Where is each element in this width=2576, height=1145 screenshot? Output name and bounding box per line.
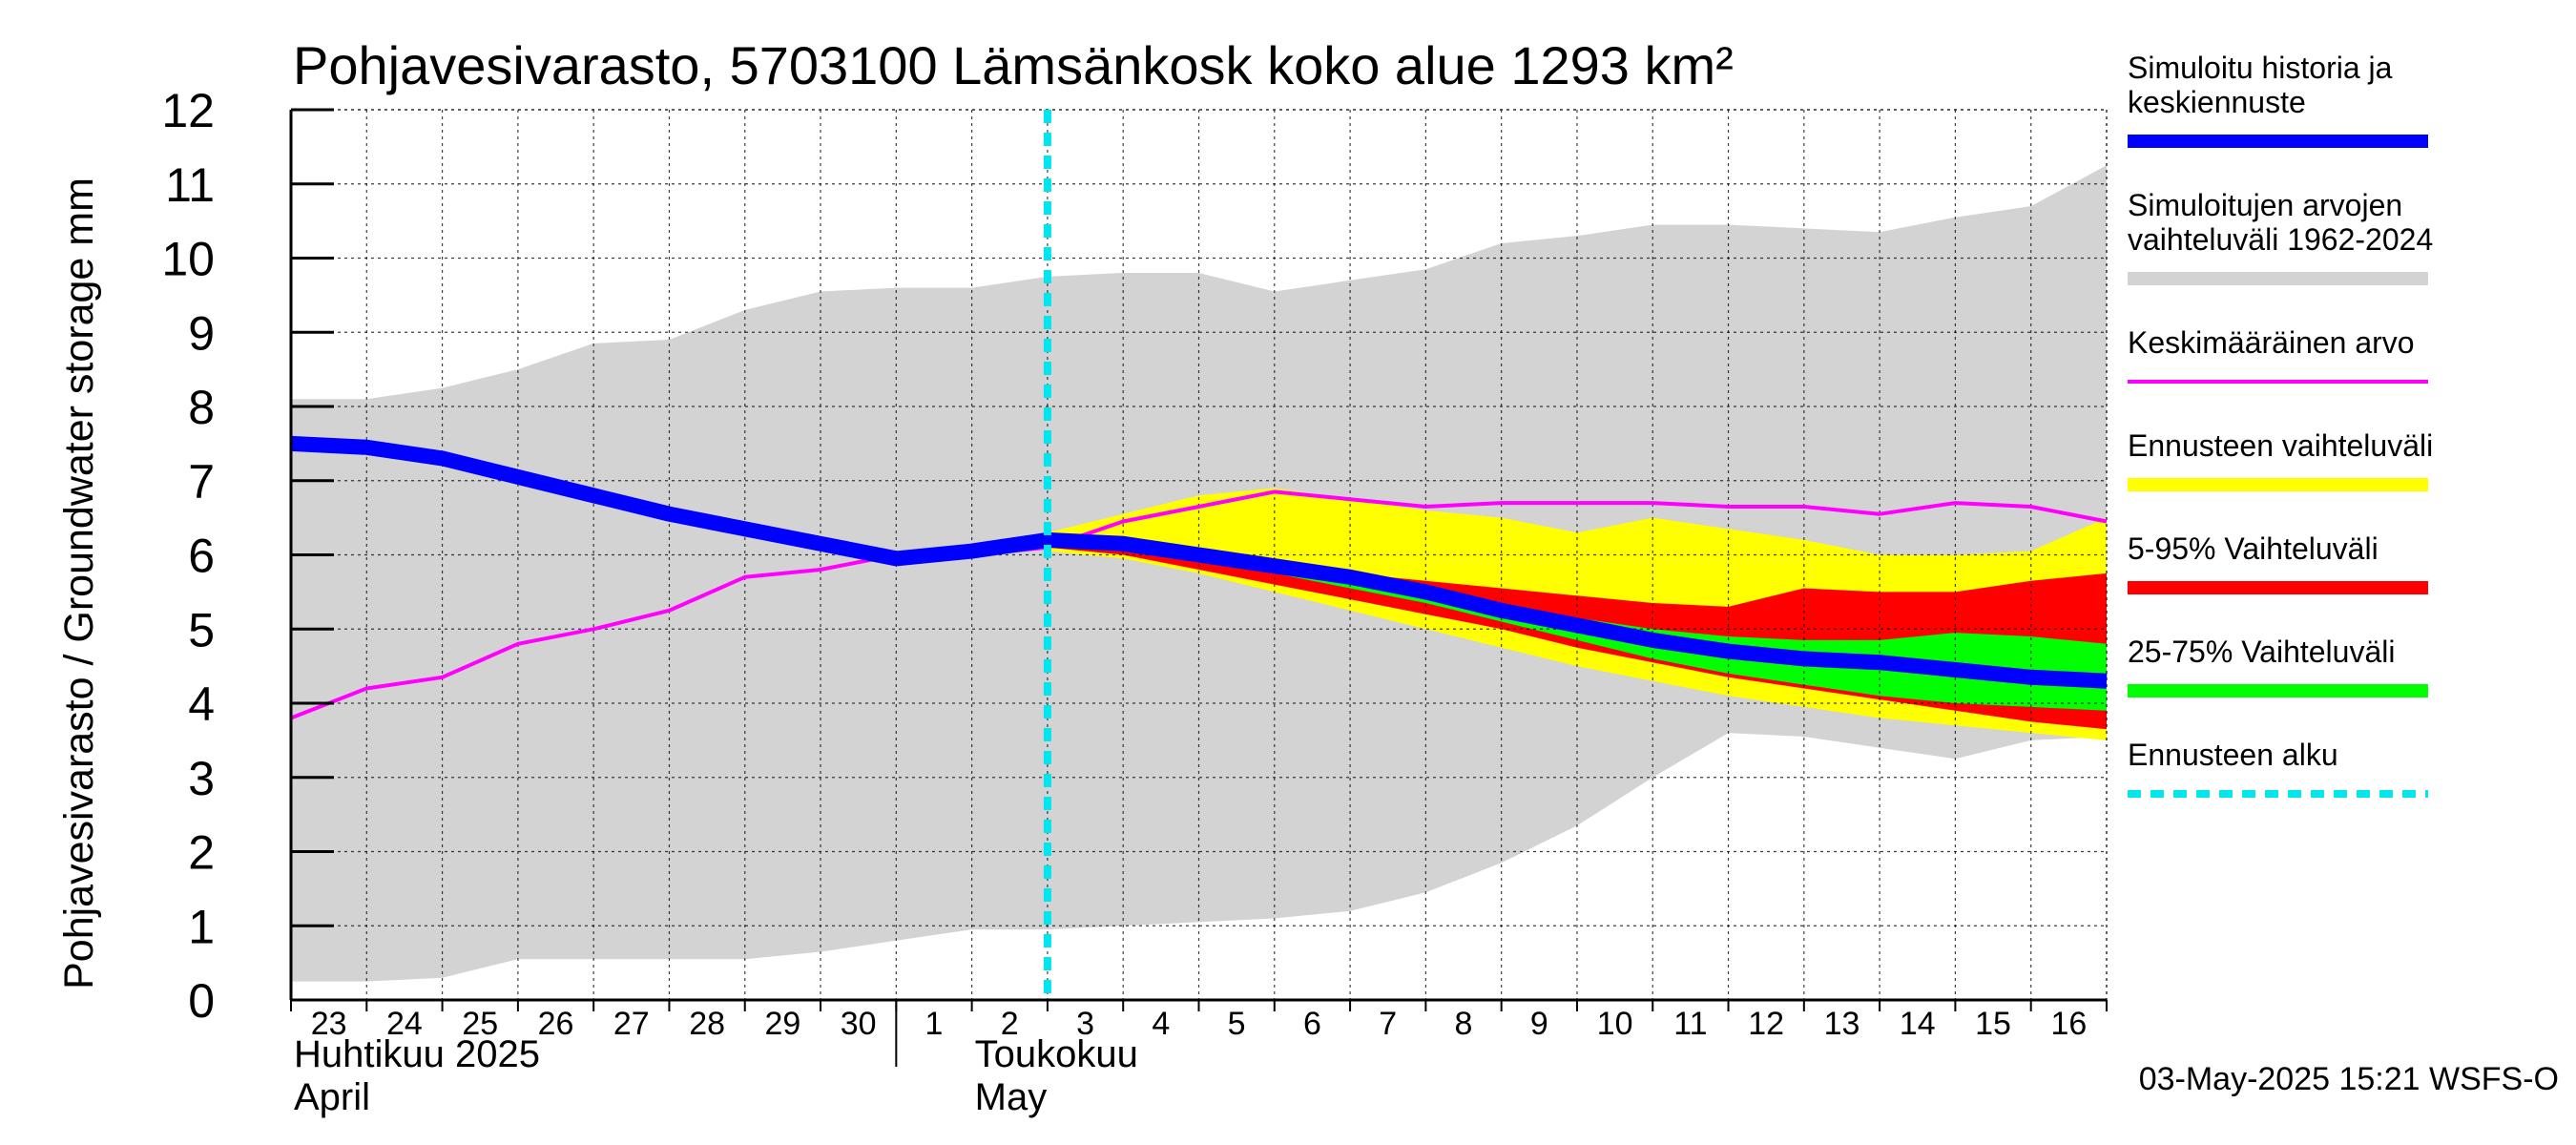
- legend-label: Simuloitujen arvojen: [2128, 188, 2402, 222]
- y-tick-label: 2: [188, 826, 215, 880]
- x-tick-label: 10: [1597, 1006, 1633, 1042]
- chart-title: Pohjavesivarasto, 5703100 Lämsänkosk kok…: [293, 35, 1734, 95]
- x-tick-label: 4: [1152, 1006, 1170, 1042]
- month-label-en: April: [294, 1076, 370, 1118]
- legend-label: Ennusteen vaihteluväli: [2128, 428, 2433, 463]
- y-tick-label: 1: [188, 900, 215, 953]
- x-tick-label: 12: [1748, 1006, 1784, 1042]
- x-tick-label: 2: [1001, 1006, 1019, 1042]
- x-tick-label: 3: [1076, 1006, 1094, 1042]
- x-tick-label: 28: [689, 1006, 725, 1042]
- legend-label: Simuloitu historia ja: [2128, 51, 2393, 85]
- y-tick-label: 12: [161, 84, 215, 137]
- x-tick-label: 24: [386, 1006, 423, 1042]
- y-tick-label: 0: [188, 974, 215, 1028]
- y-tick-label: 4: [188, 677, 215, 731]
- y-tick-label: 8: [188, 381, 215, 434]
- month-label-en: May: [975, 1076, 1048, 1118]
- line-layer: [290, 110, 2108, 1000]
- x-tick-label: 9: [1530, 1006, 1548, 1042]
- x-tick-label: 11: [1673, 1006, 1707, 1042]
- x-tick-label: 29: [764, 1006, 800, 1042]
- month-label: Huhtikuu 2025: [294, 1033, 540, 1075]
- x-tick-label: 5: [1228, 1006, 1246, 1042]
- y-tick-label: 3: [188, 752, 215, 805]
- x-tick-label: 16: [2050, 1006, 2087, 1042]
- timestamp-footer: 03-May-2025 15:21 WSFS-O: [2139, 1061, 2559, 1097]
- y-axis-label: Pohjavesivarasto / Groundwater storage m…: [56, 177, 102, 989]
- month-label: Toukokuu: [975, 1033, 1138, 1075]
- legend-label: vaihteluväli 1962-2024: [2128, 222, 2433, 257]
- x-tick-label: 14: [1900, 1006, 1936, 1042]
- line-series-4: [290, 489, 2108, 720]
- y-tick-label: 5: [188, 603, 215, 656]
- x-tick-label: 1: [925, 1006, 944, 1042]
- x-tick-label: 13: [1824, 1006, 1860, 1042]
- legend-label: Keskimääräinen arvo: [2128, 325, 2415, 360]
- y-tick-label: 6: [188, 530, 215, 583]
- x-tick-label: 15: [1975, 1006, 2011, 1042]
- x-tick-label: 30: [841, 1006, 877, 1042]
- y-tick-label: 11: [165, 158, 215, 212]
- legend-label: 5-95% Vaihteluväli: [2128, 531, 2379, 566]
- y-tick-label: 7: [188, 455, 215, 509]
- x-tick-label: 7: [1379, 1006, 1397, 1042]
- y-tick-label: 10: [161, 233, 215, 286]
- y-tick-label: 9: [188, 306, 215, 360]
- x-tick-label: 8: [1455, 1006, 1473, 1042]
- x-tick-label: 6: [1303, 1006, 1321, 1042]
- legend-label: Ennusteen alku: [2128, 738, 2338, 772]
- x-tick-label: 23: [311, 1006, 347, 1042]
- legend-label: 25-75% Vaihteluväli: [2128, 635, 2395, 669]
- legend-label: keskiennuste: [2128, 85, 2306, 119]
- x-tick-label: 26: [538, 1006, 574, 1042]
- x-tick-label: 25: [462, 1006, 498, 1042]
- line-series-5: [290, 435, 2108, 689]
- x-tick-label: 27: [613, 1006, 650, 1042]
